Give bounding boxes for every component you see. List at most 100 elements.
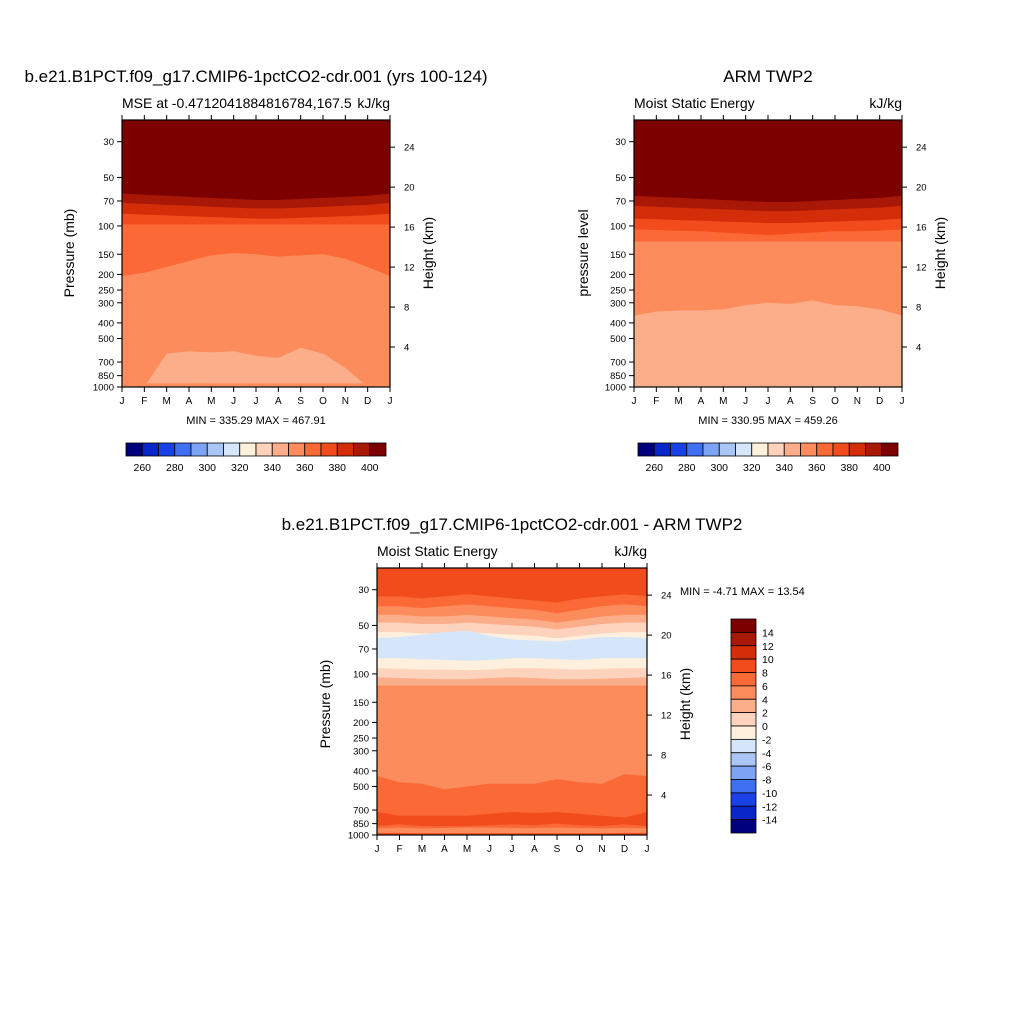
pressure-tick-label: 500: [610, 334, 626, 345]
pressure-tick-label: 850: [610, 371, 626, 382]
contour-band-7: [634, 300, 902, 387]
pressure-tick-label: 70: [103, 196, 114, 207]
x-tick-label: F: [653, 396, 659, 407]
pressure-tick-label: 250: [353, 734, 369, 745]
panel-2-minmax: MIN = 330.95 MAX = 459.26: [698, 415, 837, 427]
colorbar-tick-label: 2: [762, 708, 768, 720]
colorbar-box: [653, 442, 671, 457]
height-tick-label: 8: [916, 303, 921, 314]
pressure-tick-label: 200: [610, 270, 626, 281]
colorbar-box: [670, 442, 688, 457]
colorbar-box: [848, 442, 866, 457]
colorbar-tick-label: 4: [762, 694, 768, 706]
colorbar-tick-label: 8: [762, 668, 768, 680]
colorbar-tick-label: 400: [873, 462, 891, 474]
height-tick-label: 12: [661, 711, 672, 722]
pressure-tick-label: 30: [358, 585, 369, 596]
height-tick-label: 8: [404, 303, 409, 314]
x-tick-label: A: [441, 844, 448, 855]
panel-1-subtitle-left: MSE at -0.4712041884816784,167.5: [122, 95, 352, 111]
colorbar-box: [800, 442, 818, 457]
colorbar-box: [336, 442, 354, 457]
height-tick-label: 20: [404, 183, 415, 194]
height-tick-label: 12: [916, 263, 927, 274]
colorbar-tick-label: -2: [762, 734, 771, 746]
x-tick-label: J: [632, 396, 637, 407]
x-tick-label: S: [297, 396, 304, 407]
pressure-tick-label: 300: [353, 746, 369, 757]
x-tick-label: J: [120, 396, 125, 407]
pressure-tick-label: 150: [98, 250, 114, 261]
x-tick-label: D: [364, 396, 371, 407]
height-tick-label: 20: [916, 183, 927, 194]
colorbar-box: [832, 442, 850, 457]
x-tick-label: J: [487, 844, 492, 855]
colorbar-box: [304, 442, 322, 457]
panel-1: b.e21.B1PCT.f09_g17.CMIP6-1pctCO2-cdr.00…: [24, 67, 487, 474]
height-tick-label: 4: [661, 791, 666, 802]
x-tick-label: M: [719, 396, 727, 407]
colorbar-box: [730, 685, 757, 700]
panel-1-subtitle-right: kJ/kg: [357, 95, 390, 111]
x-tick-label: N: [598, 844, 605, 855]
panel-2-subtitle-right: kJ/kg: [869, 95, 902, 111]
height-tick-label: 12: [404, 263, 415, 274]
colorbar-box: [730, 792, 757, 807]
pressure-tick-label: 300: [610, 298, 626, 309]
x-tick-label: D: [621, 844, 628, 855]
colorbar-box: [730, 672, 757, 687]
pressure-tick-label: 100: [353, 669, 369, 680]
colorbar-tick-label: 260: [645, 462, 663, 474]
colorbar-tick-label: 320: [743, 462, 761, 474]
colorbar-tick-label: 320: [231, 462, 249, 474]
colorbar-box: [881, 442, 899, 457]
x-tick-label: A: [531, 844, 538, 855]
pressure-tick-label: 700: [98, 358, 114, 369]
x-tick-label: M: [418, 844, 426, 855]
colorbar-box: [730, 738, 757, 754]
colorbar-box: [865, 442, 883, 457]
colorbar-box: [730, 725, 757, 740]
colorbar-tick-label: 14: [762, 627, 774, 639]
panel-2: ARM TWP2 Moist Static Energy kJ/kg press…: [575, 67, 948, 474]
colorbar-box: [158, 442, 176, 457]
pressure-tick-label: 30: [615, 137, 626, 148]
colorbar-tick-label: -6: [762, 761, 771, 773]
height-tick-label: 16: [661, 671, 672, 682]
colorbar-box: [730, 631, 757, 647]
x-tick-label: F: [141, 396, 147, 407]
x-tick-label: M: [463, 844, 471, 855]
colorbar-box: [751, 442, 769, 457]
height-tick-label: 4: [404, 343, 409, 354]
colorbar-tick-label: -12: [762, 801, 777, 813]
colorbar-box: [783, 442, 801, 457]
panel-3-minmax: MIN = -4.71 MAX = 13.54: [680, 586, 805, 598]
colorbar-box: [271, 442, 289, 457]
colorbar-box: [125, 442, 143, 457]
pressure-tick-label: 100: [98, 221, 114, 232]
pressure-tick-label: 50: [615, 173, 626, 184]
panel-2-subtitle-left: Moist Static Energy: [634, 95, 755, 111]
panel-2-ylabel-right: Height (km): [932, 217, 948, 289]
x-tick-label: A: [787, 396, 794, 407]
colorbar-box: [730, 645, 757, 660]
pressure-tick-label: 300: [98, 298, 114, 309]
x-tick-label: S: [809, 396, 816, 407]
pressure-tick-label: 400: [353, 766, 369, 777]
colorbar-tick-label: 380: [328, 462, 346, 474]
colorbar-tick-label: 10: [762, 654, 774, 666]
pressure-tick-label: 1000: [605, 383, 626, 394]
panel-2-title: ARM TWP2: [723, 67, 812, 86]
x-tick-label: M: [207, 396, 215, 407]
colorbar-tick-label: 400: [361, 462, 379, 474]
height-tick-label: 24: [916, 143, 927, 154]
x-tick-label: O: [576, 844, 584, 855]
height-tick-label: 4: [916, 343, 921, 354]
x-tick-label: J: [510, 844, 515, 855]
pressure-tick-label: 70: [358, 644, 369, 655]
colorbar-tick-label: 380: [840, 462, 858, 474]
colorbar-box: [730, 779, 757, 794]
colorbar-box: [730, 752, 757, 767]
